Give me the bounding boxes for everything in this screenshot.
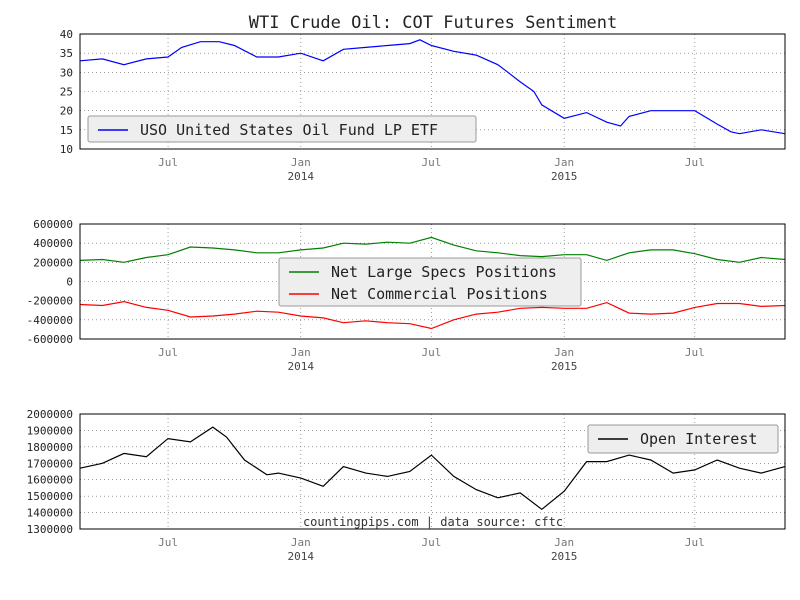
x-tick-year-label: 2015 [551, 360, 578, 373]
legend-box [587, 424, 779, 454]
x-tick-year-label: 2014 [288, 550, 315, 563]
x-tick-label: Jul [421, 346, 441, 359]
open-interest-panel: 1300000 1400000 1500000 1600000 1700000 18000… [27, 408, 786, 563]
series-line-2-0 [79, 426, 786, 511]
legend-label: Open Interest [640, 430, 757, 448]
series-line-1-1 [79, 300, 786, 330]
legend-box [87, 115, 477, 143]
x-tick-label: Jul [421, 536, 441, 549]
y-tick-label: 15 [60, 124, 73, 137]
x-tick-label: Jul [158, 346, 178, 359]
y-tick-label: 1500000 [27, 490, 73, 503]
y-tick-label: 1300000 [27, 523, 73, 536]
x-tick-label: Jan [554, 346, 574, 359]
x-tick-year-label: 2014 [288, 170, 315, 183]
axes-frame [79, 33, 786, 150]
axes-frame [79, 223, 786, 340]
x-tick-label: Jan [554, 536, 574, 549]
axes-frame [79, 413, 786, 530]
x-tick-label: Jul [421, 156, 441, 169]
y-tick-label: 35 [60, 47, 73, 60]
y-tick-label: 20 [60, 105, 73, 118]
legend-label: USO United States Oil Fund LP ETF [140, 121, 438, 139]
x-tick-label: Jan [291, 346, 311, 359]
y-tick-label: 0 [66, 276, 73, 289]
x-tick-label: Jul [685, 156, 705, 169]
y-tick-label: 25 [60, 86, 73, 99]
y-tick-label: 30 [60, 66, 73, 79]
x-tick-label: Jul [685, 346, 705, 359]
legend-label: Net Commercial Positions [331, 285, 548, 303]
y-tick-label: 2000000 [27, 408, 73, 421]
y-tick-label: 1600000 [27, 474, 73, 487]
series-line-0-0 [79, 39, 786, 135]
figure-title: WTI Crude Oil: COT Futures Sentiment [249, 13, 617, 33]
y-tick-label: 10 [60, 143, 73, 156]
x-tick-year-label: 2014 [288, 360, 315, 373]
x-tick-label: Jan [554, 156, 574, 169]
x-tick-label: Jul [158, 156, 178, 169]
y-tick-label: -400000 [27, 314, 73, 327]
y-tick-label: -200000 [27, 295, 73, 308]
legend-label: Net Large Specs Positions [331, 263, 557, 281]
x-tick-label: Jul [158, 536, 178, 549]
x-tick-label: Jan [291, 536, 311, 549]
y-tick-label: 600000 [33, 218, 73, 231]
y-tick-label: 40 [60, 28, 73, 41]
legend-box [278, 257, 582, 307]
series-line-1-0 [79, 236, 786, 263]
x-tick-label: Jan [291, 156, 311, 169]
x-tick-year-label: 2015 [551, 550, 578, 563]
data-source-credit: countingpips.com | data source: cftc [303, 515, 563, 529]
y-tick-label: 1400000 [27, 507, 73, 520]
x-tick-label: Jul [685, 536, 705, 549]
y-tick-label: 1700000 [27, 457, 73, 470]
x-tick-year-label: 2015 [551, 170, 578, 183]
y-tick-label: 1900000 [27, 424, 73, 437]
y-tick-label: 400000 [33, 237, 73, 250]
y-tick-label: 200000 [33, 256, 73, 269]
y-tick-label: 1800000 [27, 441, 73, 454]
net-positions-panel: -600000 -400000 -200000 0 200000 400000 600000… [27, 218, 786, 373]
y-tick-label: -600000 [27, 333, 73, 346]
